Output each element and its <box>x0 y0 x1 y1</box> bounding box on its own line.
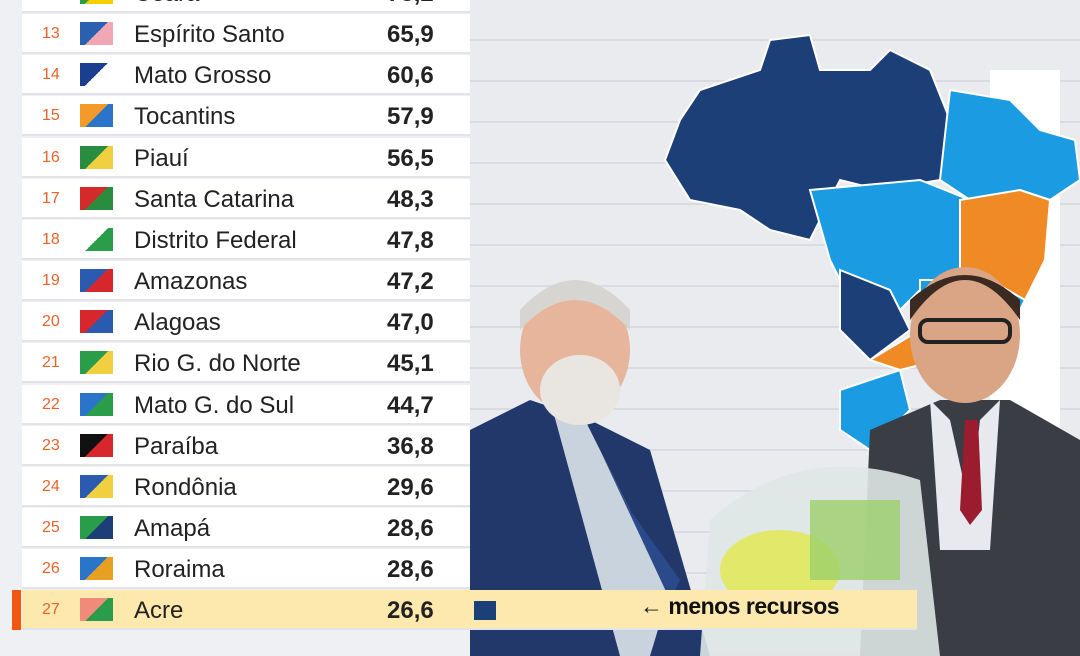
state-flag-icon <box>80 186 113 210</box>
state-flag-icon <box>80 392 113 416</box>
value-bar <box>474 601 496 621</box>
state-name: Rondônia <box>134 473 237 501</box>
state-name: Ceará <box>134 0 199 8</box>
rank: 23 <box>42 436 60 454</box>
rank: 25 <box>42 518 60 536</box>
state-name: Tocantins <box>134 103 236 131</box>
rank: 27 <box>42 601 60 619</box>
state-value: 56,5 <box>387 144 434 172</box>
state-name: Mato G. do Sul <box>134 391 295 419</box>
rank: 16 <box>42 148 60 166</box>
rank: 24 <box>42 477 60 495</box>
state-name: Distrito Federal <box>134 226 297 254</box>
table-row: 15 Tocantins 57,9 <box>22 96 496 137</box>
state-value: 47,2 <box>387 268 434 296</box>
state-value: 65,9 <box>387 21 434 49</box>
state-value: 60,6 <box>387 62 434 90</box>
state-value: 48,3 <box>387 185 434 213</box>
state-value: 36,8 <box>387 432 434 460</box>
state-name: Santa Catarina <box>134 185 295 213</box>
map-ms-dark <box>839 268 912 362</box>
rank: 22 <box>42 395 60 413</box>
state-flag-icon <box>80 227 113 251</box>
rank: 14 <box>42 66 60 84</box>
state-name: Piauí <box>134 144 189 172</box>
state-name: Rio G. do Norte <box>134 350 301 378</box>
state-flag-icon <box>80 310 113 334</box>
table-row: 24 Rondônia 29,6 <box>22 466 496 507</box>
state-value: 45,1 <box>387 350 434 378</box>
state-flag-icon <box>80 433 113 457</box>
state-value: 29,6 <box>387 473 434 501</box>
rank: 26 <box>42 560 60 578</box>
table-row: 26 Roraima 28,6 <box>22 549 496 590</box>
state-name: Acre <box>134 597 184 625</box>
rank: 20 <box>42 313 60 331</box>
table-row: 17 Santa Catarina 48,3 <box>22 178 496 219</box>
table-row: 25 Amapá 28,6 <box>22 507 496 548</box>
state-name: Paraíba <box>134 432 219 460</box>
state-value: 28,6 <box>387 514 434 542</box>
table-row: 21 Rio G. do Norte 45,1 <box>22 343 496 384</box>
state-flag-icon <box>80 0 113 4</box>
table-row: 27 Acre 26,6 <box>22 590 917 631</box>
table-row: 22 Mato G. do Sul 44,7 <box>22 384 496 425</box>
state-value: 28,6 <box>387 556 434 584</box>
state-flag-icon <box>80 515 113 539</box>
state-flag-icon <box>80 474 113 498</box>
highlight-marker <box>12 590 21 630</box>
table-row: 12 Ceará 73,2 <box>22 0 496 13</box>
state-value: 73,2 <box>387 0 434 8</box>
table-row: 14 Mato Grosso 60,6 <box>22 55 496 96</box>
rank: 17 <box>42 189 60 207</box>
state-flag-icon <box>80 269 113 293</box>
state-name: Alagoas <box>134 309 221 337</box>
rank: 15 <box>42 107 60 125</box>
state-name: Amazonas <box>134 268 248 296</box>
state-name: Amapá <box>134 514 211 542</box>
state-value: 47,0 <box>387 309 434 337</box>
state-flag-icon <box>80 145 113 169</box>
state-value: 44,7 <box>387 391 434 419</box>
table-row: 18 Distrito Federal 47,8 <box>22 219 496 260</box>
state-flag-icon <box>80 63 113 87</box>
rank: 12 <box>42 0 60 2</box>
table-row: 19 Amazonas 47,2 <box>22 261 496 302</box>
annotation-less-resources: ← menos recursos <box>640 593 840 619</box>
state-value: 47,8 <box>387 226 434 254</box>
ranking-table: 12 Ceará 73,2 13 Espírito Santo 65,9 14 … <box>0 0 496 656</box>
state-name: Mato Grosso <box>134 62 272 90</box>
state-name: Roraima <box>134 556 225 584</box>
map-northeast-light <box>938 88 1080 202</box>
table-row: 23 Paraíba 36,8 <box>22 425 496 466</box>
state-value: 26,6 <box>387 597 434 625</box>
table-row: 20 Alagoas 47,0 <box>22 302 496 343</box>
rank: 21 <box>42 354 60 372</box>
rank: 18 <box>42 230 60 248</box>
table-row: 13 Espírito Santo 65,9 <box>22 14 496 55</box>
state-value: 57,9 <box>387 103 434 131</box>
state-flag-icon <box>80 598 113 622</box>
state-name: Espírito Santo <box>134 21 285 49</box>
state-flag-icon <box>80 351 113 375</box>
state-flag-icon <box>80 104 113 128</box>
state-flag-icon <box>80 22 113 46</box>
table-row: 16 Piauí 56,5 <box>22 137 496 178</box>
state-flag-icon <box>80 557 113 581</box>
rank: 13 <box>42 25 60 43</box>
rank: 19 <box>42 272 60 290</box>
